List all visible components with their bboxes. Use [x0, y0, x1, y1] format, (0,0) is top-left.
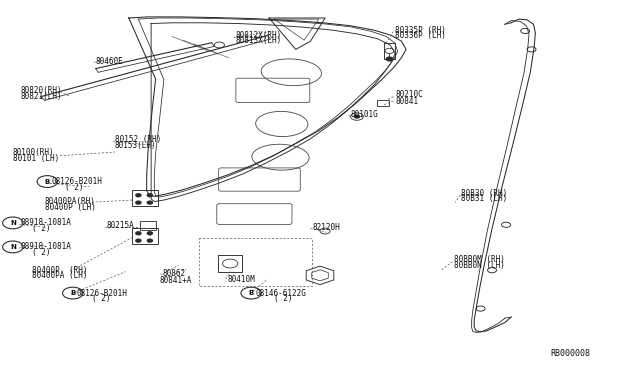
Text: ( 2): ( 2) [92, 294, 110, 303]
Text: 80153(LH): 80153(LH) [115, 141, 156, 150]
Circle shape [147, 232, 152, 235]
Circle shape [136, 232, 141, 235]
Text: 80400P (LH): 80400P (LH) [45, 202, 95, 212]
Circle shape [147, 194, 152, 197]
Text: ( 2): ( 2) [32, 224, 51, 233]
Text: 80813X(LH): 80813X(LH) [236, 36, 282, 45]
Circle shape [355, 115, 360, 118]
Text: 80B31 (LH): 80B31 (LH) [461, 195, 508, 203]
Text: 80BB0M (RH): 80BB0M (RH) [454, 255, 505, 264]
Bar [132, 190, 157, 206]
Text: ( 2): ( 2) [32, 248, 51, 257]
Text: 80210C: 80210C [395, 90, 423, 99]
Text: 80B30 (RH): 80B30 (RH) [461, 189, 508, 198]
Text: 80400PA(RH): 80400PA(RH) [45, 197, 95, 206]
Text: 80101 (LH): 80101 (LH) [13, 154, 59, 163]
Circle shape [147, 201, 152, 204]
Text: 80100(RH): 80100(RH) [13, 148, 54, 157]
Text: 80812X(RH): 80812X(RH) [236, 31, 282, 40]
Circle shape [136, 194, 141, 197]
Text: 80400P  (RH): 80400P (RH) [32, 266, 88, 275]
Text: 80152 (RH): 80152 (RH) [115, 135, 161, 144]
Text: B: B [248, 290, 254, 296]
Text: 80460E: 80460E [96, 57, 124, 66]
Text: N: N [10, 220, 16, 226]
Text: 80821(LH): 80821(LH) [20, 92, 62, 101]
Text: B: B [70, 290, 76, 296]
Text: 80335P (RH): 80335P (RH) [395, 26, 446, 35]
Text: RB000008: RB000008 [550, 350, 591, 359]
Bar [140, 221, 156, 230]
Text: 82120H: 82120H [312, 223, 340, 232]
Bar [378, 100, 389, 106]
Text: 08126-B201H: 08126-B201H [77, 289, 127, 298]
Circle shape [147, 239, 152, 242]
Text: 80841: 80841 [395, 97, 419, 106]
Text: 80410M: 80410M [228, 275, 255, 283]
Circle shape [387, 57, 393, 61]
Circle shape [136, 201, 141, 204]
Text: 08918-1081A: 08918-1081A [20, 243, 72, 251]
Circle shape [136, 239, 141, 242]
Text: 80215A: 80215A [106, 221, 134, 230]
Text: 08126-B201H: 08126-B201H [51, 177, 102, 186]
Text: ( 2): ( 2) [274, 294, 292, 303]
Text: 80820(RH): 80820(RH) [20, 86, 62, 95]
Text: 80101G: 80101G [351, 109, 378, 119]
Text: B: B [45, 179, 50, 185]
Text: 80336P (LH): 80336P (LH) [395, 31, 446, 40]
Text: N: N [10, 244, 16, 250]
Text: 08146-6122G: 08146-6122G [255, 289, 306, 298]
Bar [132, 228, 157, 244]
Text: ( 2): ( 2) [65, 183, 84, 192]
Text: 80BB0N (LH): 80BB0N (LH) [454, 261, 505, 270]
Text: 08918-1081A: 08918-1081A [20, 218, 72, 227]
Text: 80841+A: 80841+A [159, 276, 192, 285]
Text: 80862: 80862 [163, 269, 186, 278]
Text: 80400PA (LH): 80400PA (LH) [32, 271, 88, 280]
